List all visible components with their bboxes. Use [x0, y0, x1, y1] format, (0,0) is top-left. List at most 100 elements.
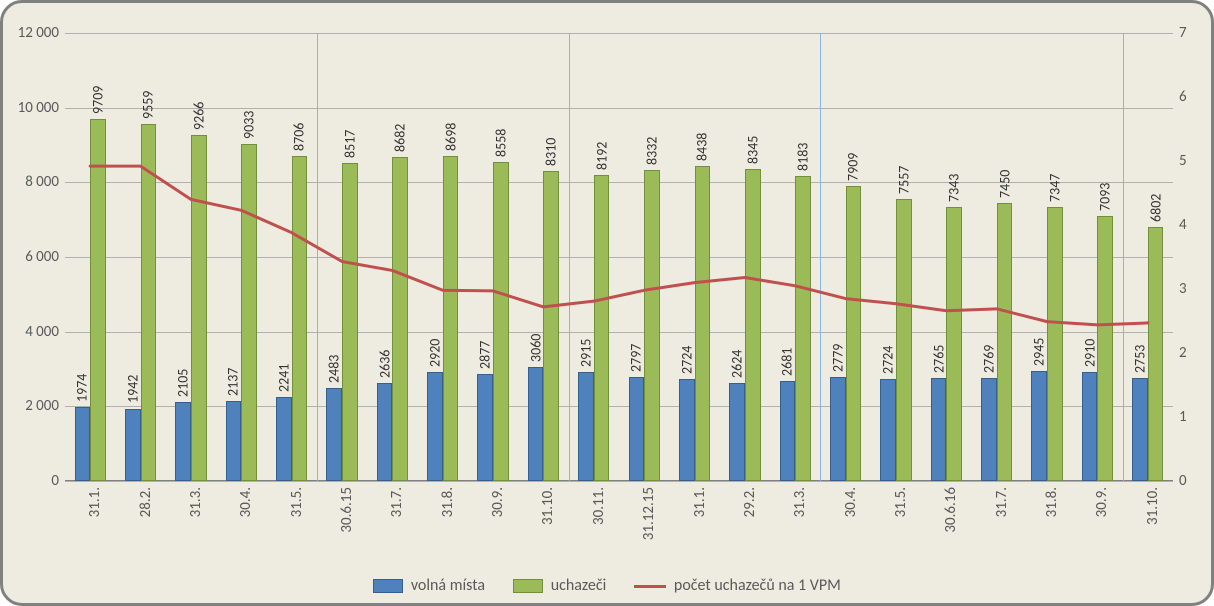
bar-label-volna-mista: 2779 — [829, 344, 846, 372]
y-right-tick: 7 — [1173, 24, 1187, 42]
plot-area: 02 0004 0006 0008 00010 00012 0000123456… — [65, 33, 1173, 481]
bar-volna-mista — [1031, 371, 1047, 481]
bar-label-uchazeci: 9266 — [190, 102, 207, 130]
bar-uchazeci — [141, 124, 157, 481]
bar-label-uchazeci: 7343 — [946, 173, 963, 201]
bar-label-volna-mista: 2105 — [175, 369, 192, 397]
x-category-label: 31.5. — [284, 487, 306, 517]
x-category-label: 30.4. — [838, 487, 860, 517]
y-right-tick: 1 — [1173, 408, 1187, 426]
bar-volna-mista — [830, 377, 846, 481]
bar-uchazeci — [695, 166, 711, 481]
bar-volna-mista — [528, 367, 544, 481]
bar-uchazeci — [493, 162, 509, 481]
bar-uchazeci — [644, 170, 660, 481]
bar-volna-mista — [880, 379, 896, 481]
x-category-label: 31.5. — [888, 487, 910, 517]
bar-volna-mista — [276, 397, 292, 481]
legend-item-uchazeci: uchazeči — [513, 576, 606, 595]
bar-label-volna-mista: 2724 — [678, 346, 695, 374]
bar-uchazeci — [90, 119, 106, 481]
grid-h — [65, 108, 1173, 109]
bar-label-volna-mista: 2877 — [477, 340, 494, 368]
legend-label-volna-mista: volná místa — [411, 576, 485, 595]
y-left-tick: 8 000 — [25, 173, 65, 191]
bar-uchazeci — [342, 163, 358, 481]
bar-volna-mista — [175, 402, 191, 481]
grid-v — [820, 33, 821, 481]
bar-uchazeci — [997, 203, 1013, 481]
bar-label-volna-mista: 2483 — [326, 355, 343, 383]
bar-label-uchazeci: 8332 — [643, 137, 660, 165]
legend-swatch-blue — [373, 579, 403, 593]
bar-uchazeci — [1097, 216, 1113, 481]
bar-uchazeci — [795, 176, 811, 481]
x-category-label: 31.1. — [687, 487, 709, 517]
bar-label-volna-mista: 2241 — [275, 364, 292, 392]
bar-label-volna-mista: 2910 — [1081, 339, 1098, 367]
bar-volna-mista — [75, 407, 91, 481]
bar-label-uchazeci: 8558 — [492, 128, 509, 156]
bar-uchazeci — [594, 175, 610, 481]
bar-volna-mista — [377, 383, 393, 481]
bar-volna-mista — [931, 378, 947, 481]
bar-uchazeci — [946, 207, 962, 481]
bar-label-uchazeci: 8706 — [291, 123, 308, 151]
bar-label-volna-mista: 2920 — [426, 339, 443, 367]
legend-swatch-green — [513, 579, 543, 593]
bar-label-uchazeci: 8345 — [744, 136, 761, 164]
bar-volna-mista — [629, 377, 645, 481]
bar-volna-mista — [780, 381, 796, 481]
grid-v — [569, 33, 570, 481]
y-right-tick: 6 — [1173, 88, 1187, 106]
bar-label-volna-mista: 2724 — [880, 346, 897, 374]
bar-uchazeci — [1148, 227, 1164, 481]
x-category-label: 29.2. — [737, 487, 759, 517]
bar-label-volna-mista: 3060 — [527, 333, 544, 361]
bar-uchazeci — [1047, 207, 1063, 481]
bar-label-uchazeci: 7450 — [996, 169, 1013, 197]
x-category-label: 30.9. — [1089, 487, 1111, 517]
y-right-tick: 3 — [1173, 280, 1187, 298]
bar-label-uchazeci: 6802 — [1147, 194, 1164, 222]
bar-volna-mista — [477, 374, 493, 481]
legend-label-ratio: počet uchazečů na 1 VPM — [674, 576, 841, 595]
bar-uchazeci — [191, 135, 207, 481]
x-category-label: 30.9. — [485, 487, 507, 517]
x-category-label: 31.1. — [82, 487, 104, 517]
bar-volna-mista — [125, 409, 141, 482]
bar-label-uchazeci: 8192 — [593, 142, 610, 170]
bar-label-volna-mista: 2797 — [628, 343, 645, 371]
bar-label-volna-mista: 2753 — [1132, 345, 1149, 373]
y-right-tick: 4 — [1173, 216, 1187, 234]
bar-label-uchazeci: 8517 — [341, 130, 358, 158]
legend-item-volna-mista: volná místa — [373, 576, 485, 595]
y-left-tick: 2 000 — [25, 397, 65, 415]
y-right-tick: 5 — [1173, 152, 1187, 170]
x-category-label: 31.12.15 — [636, 487, 658, 540]
bar-label-volna-mista: 1974 — [74, 374, 91, 402]
y-left-tick: 6 000 — [25, 248, 65, 266]
bar-uchazeci — [745, 169, 761, 481]
bar-label-uchazeci: 9559 — [140, 91, 157, 119]
x-category-label: 31.8. — [1039, 487, 1061, 517]
x-category-label: 31.3. — [787, 487, 809, 517]
bar-label-uchazeci: 7557 — [895, 165, 912, 193]
x-category-label: 30.6.16 — [938, 487, 960, 533]
grid-v — [1123, 33, 1124, 481]
x-category-label: 30.11. — [586, 487, 608, 525]
bar-label-volna-mista: 2681 — [779, 348, 796, 376]
bar-label-uchazeci: 9033 — [241, 110, 258, 138]
bar-label-uchazeci: 8682 — [392, 123, 409, 151]
bar-label-volna-mista: 2915 — [578, 339, 595, 367]
bar-volna-mista — [226, 401, 242, 481]
grid-h — [65, 33, 1173, 34]
legend-swatch-line — [634, 585, 666, 588]
bar-label-volna-mista: 1942 — [124, 375, 141, 403]
bar-label-uchazeci: 8310 — [543, 137, 560, 165]
bar-volna-mista — [679, 379, 695, 481]
bar-label-uchazeci: 9709 — [89, 85, 106, 113]
legend-item-ratio: počet uchazečů na 1 VPM — [634, 576, 840, 595]
x-category-label: 31.8. — [435, 487, 457, 517]
x-category-label: 30.6.15 — [334, 487, 356, 533]
